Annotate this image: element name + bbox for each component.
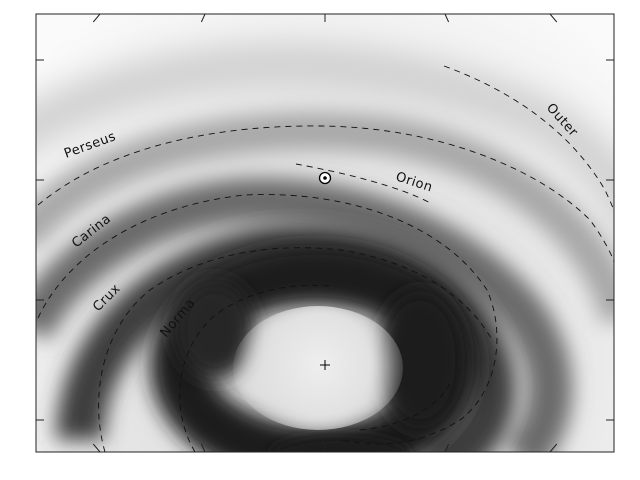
frame-tick (92, 443, 101, 453)
arm-guides (37, 65, 615, 453)
carina-arm-band (36, 177, 572, 452)
frame-tick (92, 13, 101, 23)
sun-symbol-icon (318, 171, 332, 185)
frame-tick (549, 443, 558, 453)
frame-tick (200, 13, 206, 23)
frame-tick (444, 13, 450, 23)
perseus-arm-band (36, 112, 614, 325)
outer-guide-line (443, 65, 615, 213)
frame-tick (444, 443, 450, 453)
inner-guide-line (359, 379, 453, 431)
frame-tick (200, 443, 206, 453)
norma-guide-line (179, 284, 331, 453)
orion-guide-line (295, 163, 433, 205)
frame-tick (549, 13, 558, 23)
carina-guide-line (37, 194, 498, 445)
crux-guide-line (98, 247, 493, 453)
density-image (36, 14, 614, 452)
galactic-center-cross-icon (320, 360, 330, 370)
frame-ticks (36, 13, 614, 453)
perseus-guide-line (37, 125, 615, 263)
